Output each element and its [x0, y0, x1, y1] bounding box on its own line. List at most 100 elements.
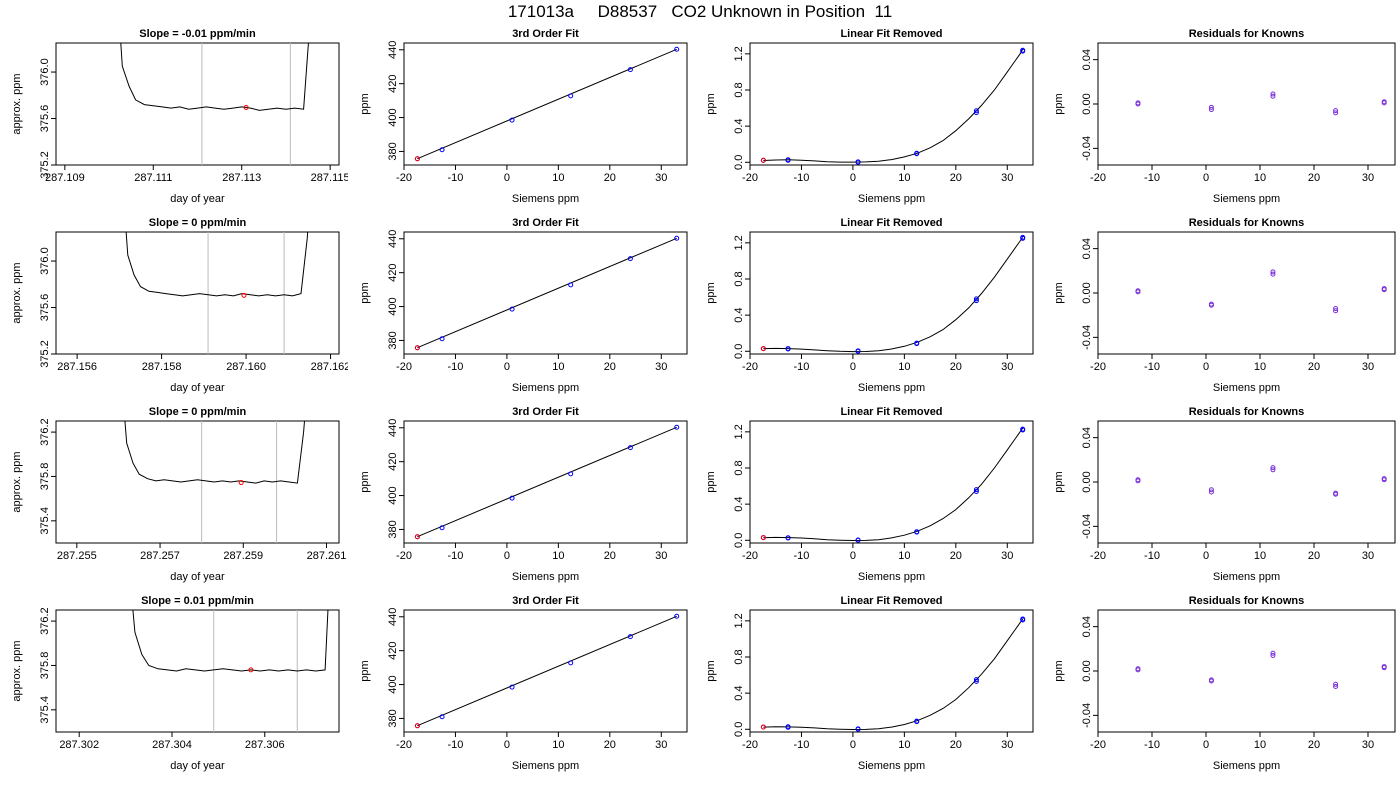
chart-fit-row-3: 3rd Order Fit -20 -10 0 10 20 30 380 400 420 440 Si… [359, 406, 688, 583]
y-tick-label: 0.0 [733, 344, 745, 359]
data-point [509, 495, 515, 501]
y-tick-label: 375.6 [39, 105, 51, 133]
x-tick-label: 10 [1254, 550, 1266, 562]
y-axis-label: ppm [705, 660, 717, 681]
y-tick-label: 0.0 [733, 722, 745, 737]
chart-title: Slope = 0 ppm/min [149, 406, 247, 418]
y-axis-label: ppm [705, 471, 717, 492]
unknown-point [760, 346, 766, 352]
data-point [1381, 665, 1387, 671]
y-tick-label: -0.04 [1081, 514, 1093, 539]
y-tick-label: -0.04 [1081, 136, 1093, 161]
x-tick-label: 10 [1254, 172, 1266, 184]
data-point [785, 157, 791, 163]
x-tick-label: 20 [1308, 172, 1320, 184]
y-tick-label: 440 [387, 608, 399, 626]
plot-area [414, 613, 680, 729]
x-axis-label: Siemens ppm [1213, 382, 1280, 394]
y-tick-label: 440 [387, 41, 399, 59]
fit-curve [763, 237, 1024, 353]
y-tick-label: 375.6 [39, 294, 51, 322]
y-tick-label: 400 [387, 108, 399, 126]
x-tick-label: 287.261 [307, 550, 347, 562]
plot-area [760, 616, 1026, 732]
chart-title: 3rd Order Fit [512, 28, 579, 40]
x-tick-label: 0 [1203, 739, 1209, 751]
data-point [1270, 91, 1276, 97]
x-tick-label: 30 [1362, 739, 1374, 751]
y-tick-label: 0.4 [733, 307, 745, 322]
x-tick-label: 0 [850, 172, 856, 184]
plot-area [125, 232, 309, 354]
data-point [439, 147, 445, 153]
data-point [973, 110, 979, 116]
y-tick-label: 0.04 [1081, 238, 1093, 259]
chart-title: Slope = -0.01 ppm/min [139, 28, 256, 40]
y-tick-label: 380 [387, 142, 399, 160]
y-tick-label: 0.8 [733, 460, 745, 475]
data-point [1135, 101, 1141, 107]
x-axis-label: Siemens ppm [512, 382, 579, 394]
chart-residuals-row-2: Residuals for Knowns -20 -10 0 10 20 30 -0.04 0.… [1053, 217, 1396, 394]
data-point [568, 471, 574, 477]
y-axis-label: ppm [359, 282, 371, 303]
y-tick-label: 1.2 [733, 424, 745, 439]
chart-title: Linear Fit Removed [840, 28, 942, 40]
plot-area [414, 235, 680, 351]
chart-title: 3rd Order Fit [512, 406, 579, 418]
x-tick-label: 0 [504, 172, 510, 184]
chart-residuals-row-4: Residuals for Knowns -20 -10 0 10 20 30 -0.04 0.… [1053, 595, 1396, 772]
plot-frame [403, 42, 688, 166]
x-tick-label: 287.255 [57, 550, 97, 562]
plot-frame [749, 231, 1034, 355]
plot-frame [55, 609, 340, 733]
data-point [1333, 491, 1339, 497]
data-point [785, 346, 791, 352]
y-tick-label: 376.0 [39, 247, 51, 275]
chart-trace-row-3: Slope = 0 ppm/min 287.255 287.257 287.259 28… [11, 406, 347, 583]
chart-title: Linear Fit Removed [840, 595, 942, 607]
data-point [1135, 478, 1141, 484]
x-tick-label: 287.160 [226, 361, 266, 373]
data-point [1333, 684, 1339, 690]
data-point [1208, 107, 1214, 113]
y-axis-label: ppm [705, 282, 717, 303]
x-tick-label: 10 [552, 739, 564, 751]
x-tick-label: -10 [448, 739, 464, 751]
data-point [627, 256, 633, 262]
unknown-point [760, 535, 766, 541]
chart-grid: Slope = -0.01 ppm/min 287.109 287.111 287.1… [0, 24, 1400, 800]
x-axis-label: day of year [170, 193, 225, 205]
y-axis-label: approx. ppm [11, 451, 23, 512]
unknown-point [414, 345, 420, 351]
x-tick-label: 20 [604, 739, 616, 751]
data-point [973, 677, 979, 683]
x-tick-label: 287.257 [140, 550, 180, 562]
x-tick-label: 20 [1308, 739, 1320, 751]
plot-frame [403, 420, 688, 544]
trace-line [124, 421, 306, 484]
plot-frame [55, 231, 340, 355]
data-point [855, 537, 861, 543]
x-tick-label: -10 [448, 361, 464, 373]
y-axis-label: approx. ppm [11, 73, 23, 134]
x-tick-label: -20 [1090, 550, 1106, 562]
x-axis-label: Siemens ppm [858, 193, 925, 205]
y-tick-label: 420 [387, 452, 399, 470]
x-axis-label: Siemens ppm [858, 760, 925, 772]
chart-title: Residuals for Knowns [1189, 217, 1305, 229]
data-point [914, 151, 920, 157]
data-point [1208, 678, 1214, 684]
x-tick-label: -20 [1090, 739, 1106, 751]
y-tick-label: 420 [387, 74, 399, 92]
trace-line [125, 232, 309, 297]
trace-line [120, 43, 309, 111]
y-tick-label: 400 [387, 297, 399, 315]
data-point [509, 684, 515, 690]
unknown-point [238, 480, 244, 486]
x-tick-label: 10 [898, 361, 910, 373]
chart-residuals-row-1: Residuals for Knowns -20 -10 0 10 20 30 -0.04 0.… [1053, 28, 1396, 205]
y-tick-label: 0.4 [733, 496, 745, 511]
x-axis-label: Siemens ppm [512, 193, 579, 205]
y-tick-label: 380 [387, 709, 399, 727]
